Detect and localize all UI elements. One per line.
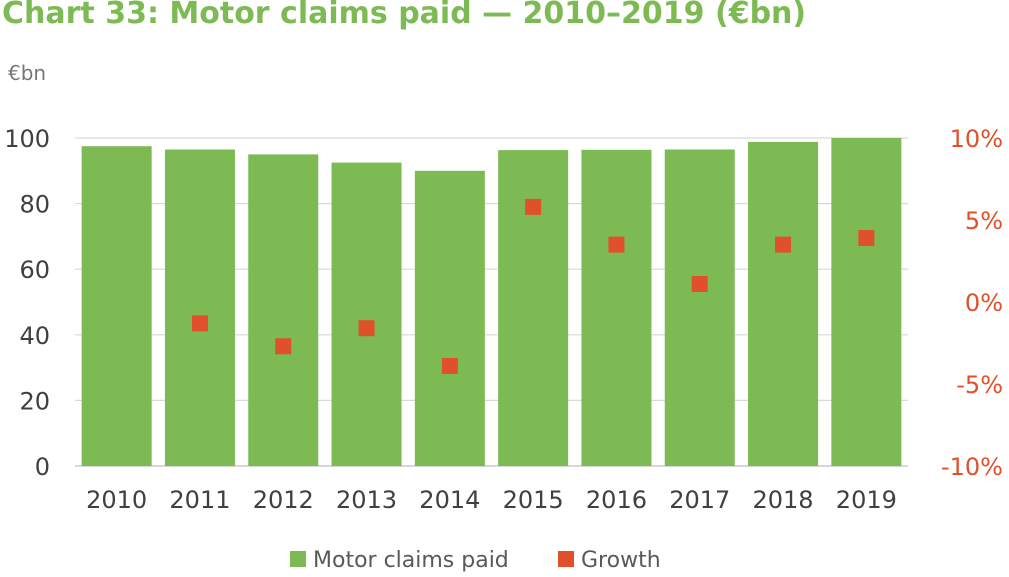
y-left-tick-label: 40 bbox=[19, 322, 50, 350]
left-axis: 0 20 40 60 80 100 bbox=[4, 125, 50, 481]
bar-motor-claims-2014 bbox=[414, 170, 485, 467]
growth-marker-2017 bbox=[691, 275, 708, 292]
x-axis: 2010 2011 2012 2013 2014 2015 2016 2017 2018 2019 bbox=[86, 486, 897, 514]
x-tick-label: 2014 bbox=[419, 486, 480, 514]
bar-motor-claims-2019 bbox=[831, 138, 902, 466]
growth-marker-2016 bbox=[608, 236, 625, 253]
y-right-tick-label: 10% bbox=[950, 125, 1003, 153]
growth-markers bbox=[191, 198, 875, 374]
x-tick-label: 2011 bbox=[169, 486, 230, 514]
bar-motor-claims-2012 bbox=[248, 154, 319, 466]
bar-motor-claims-2010 bbox=[81, 146, 152, 466]
growth-marker-2014 bbox=[441, 357, 458, 374]
growth-marker-2012 bbox=[275, 338, 292, 355]
growth-marker-2011 bbox=[191, 315, 208, 332]
growth-marker-2018 bbox=[775, 236, 792, 253]
x-tick-label: 2016 bbox=[586, 486, 647, 514]
chart-title: Chart 33: Motor claims paid — 2010–2019 … bbox=[2, 0, 807, 31]
x-tick-label: 2013 bbox=[336, 486, 397, 514]
x-tick-label: 2018 bbox=[753, 486, 814, 514]
y-right-tick-label: -5% bbox=[956, 371, 1003, 399]
bar-motor-claims-2011 bbox=[164, 149, 235, 467]
y-right-tick-label: 5% bbox=[965, 207, 1003, 235]
y-right-tick-label: -10% bbox=[941, 453, 1003, 481]
growth-marker-2013 bbox=[358, 320, 375, 337]
bar-motor-claims-2017 bbox=[664, 149, 735, 467]
bar-motor-claims-2015 bbox=[498, 150, 569, 467]
x-tick-label: 2012 bbox=[253, 486, 314, 514]
y-left-tick-label: 60 bbox=[19, 256, 50, 284]
growth-marker-2015 bbox=[525, 198, 542, 215]
y-left-tick-label: 20 bbox=[19, 387, 50, 415]
y-unit-label: €bn bbox=[8, 61, 46, 85]
y-left-tick-label: 80 bbox=[19, 191, 50, 219]
legend-label-motor-claims: Motor claims paid bbox=[313, 548, 509, 573]
legend-label-growth: Growth bbox=[581, 548, 661, 573]
legend-swatch-growth bbox=[558, 551, 574, 567]
bar-motor-claims-2016 bbox=[581, 149, 652, 467]
y-left-tick-label: 100 bbox=[4, 125, 50, 153]
y-right-tick-label: 0% bbox=[965, 289, 1003, 317]
bars bbox=[81, 138, 902, 467]
growth-marker-2019 bbox=[858, 230, 875, 247]
right-axis: -10% -5% 0% 5% 10% bbox=[941, 125, 1003, 481]
legend: Motor claims paid Growth bbox=[290, 548, 661, 573]
y-left-tick-label: 0 bbox=[35, 453, 50, 481]
bar-motor-claims-2018 bbox=[748, 141, 819, 466]
x-tick-label: 2015 bbox=[503, 486, 564, 514]
legend-swatch-motor-claims bbox=[290, 551, 306, 567]
x-tick-label: 2010 bbox=[86, 486, 147, 514]
x-tick-label: 2019 bbox=[836, 486, 897, 514]
x-tick-label: 2017 bbox=[669, 486, 730, 514]
bar-motor-claims-2013 bbox=[331, 162, 402, 466]
